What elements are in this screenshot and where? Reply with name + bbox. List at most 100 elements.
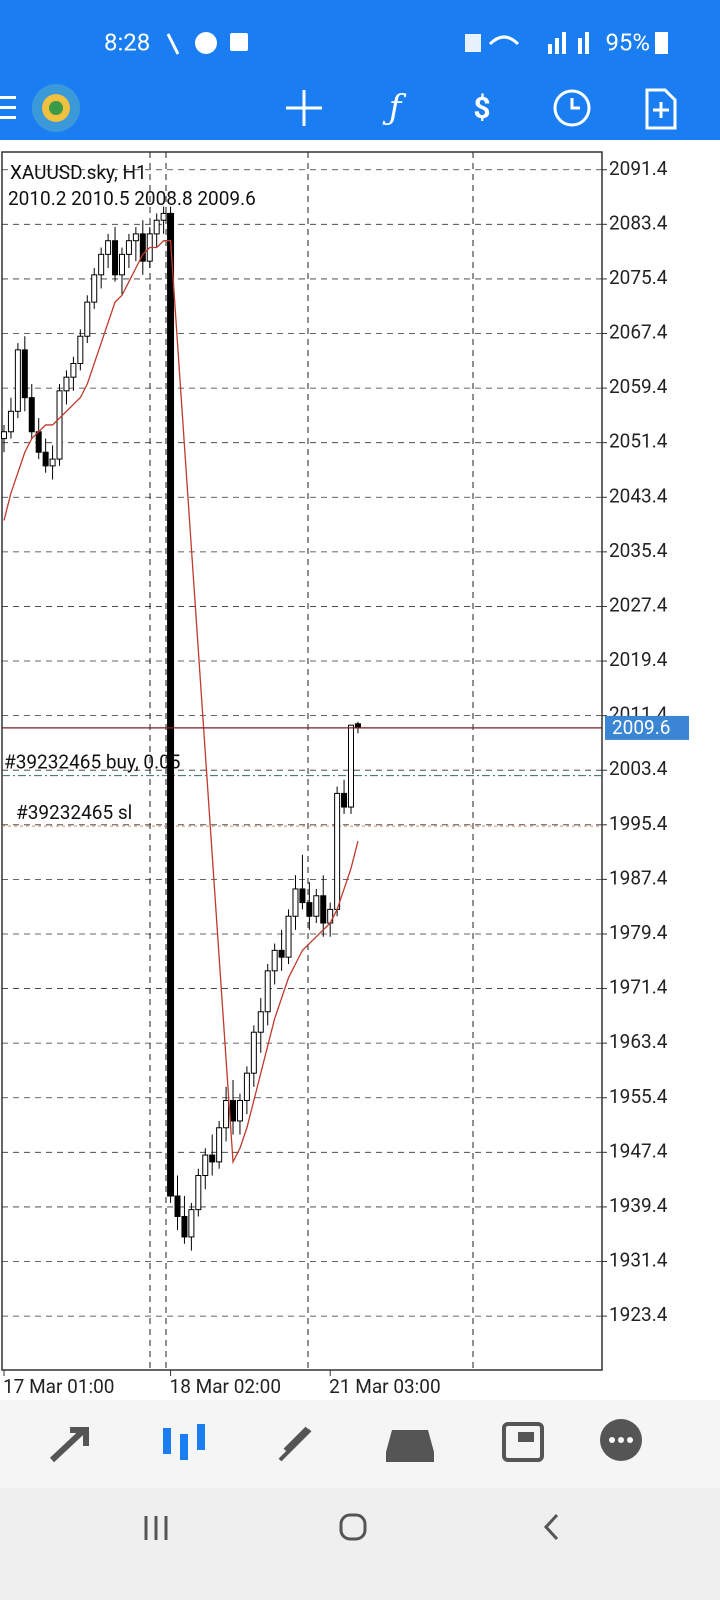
moving-average [3, 240, 359, 1165]
y-tick-label: 2059.4 [609, 375, 668, 398]
candle-body [195, 1175, 202, 1211]
candle-body [354, 723, 361, 729]
candle-body [132, 233, 139, 242]
time-grid [149, 152, 474, 1370]
last-price-tag [605, 715, 689, 740]
candle-body [216, 1127, 223, 1163]
candle-body [271, 949, 278, 972]
y-tick-label: 1923.4 [609, 1303, 668, 1326]
nav-chart[interactable] [163, 1424, 205, 1460]
candle-body [167, 212, 175, 1197]
y-tick-label: 2091.4 [609, 157, 668, 180]
candle-body [341, 792, 348, 808]
chart-title: XAUUSD.sky, H1 [10, 161, 147, 184]
candle-body [292, 888, 299, 917]
candle-body [56, 390, 63, 460]
candle-body [112, 240, 119, 276]
y-tick-label: 1979.4 [609, 921, 668, 944]
candle-body [139, 233, 146, 262]
app-logo[interactable] [32, 84, 80, 132]
candle-body [257, 1011, 264, 1033]
ohlc-high: 2010.5 [71, 187, 129, 210]
nav-history[interactable] [386, 1430, 434, 1462]
status-time: 8:28 [104, 28, 150, 56]
status-battery: 95% [605, 28, 650, 56]
candle-body [160, 212, 167, 221]
candle-body [264, 970, 271, 1013]
order-label: #39232465 buy, 0.05 [4, 751, 180, 774]
candle-body [125, 240, 132, 255]
candle-body [230, 1099, 237, 1122]
candle-body [21, 349, 28, 399]
candle-body [70, 363, 77, 378]
ohlc-close: 2009.6 [197, 187, 255, 210]
back-button[interactable] [543, 1513, 559, 1541]
candle-body [28, 397, 35, 433]
y-tick-label: 1987.4 [609, 866, 668, 889]
new-order-button[interactable] [645, 88, 677, 130]
recents-button[interactable] [144, 1516, 168, 1540]
candle-body [278, 949, 285, 958]
candle-body [236, 1099, 243, 1122]
candle-body [84, 301, 91, 337]
candle-body [223, 1099, 230, 1129]
y-tick-label: 1931.4 [609, 1249, 668, 1272]
candle-body [118, 253, 125, 276]
y-tick-label: 2027.4 [609, 593, 668, 616]
nav-news[interactable] [502, 1422, 544, 1462]
candle-body [299, 888, 306, 904]
y-tick-label: 1995.4 [609, 812, 668, 835]
candle-body [14, 349, 21, 412]
ohlc-open: 2010.2 [8, 187, 66, 210]
menu-button[interactable] [0, 96, 16, 119]
y-tick-label: 1955.4 [609, 1085, 668, 1108]
y-tick-label: 2051.4 [609, 430, 668, 453]
y-tick-label: 1939.4 [609, 1194, 668, 1217]
top-bar [0, 0, 720, 140]
y-tick-label: 2083.4 [609, 211, 668, 234]
battery-icon [655, 32, 668, 54]
y-tick-label: 2019.4 [609, 648, 668, 671]
nav-quotes[interactable] [49, 1427, 89, 1463]
candle-body [202, 1154, 209, 1177]
candle-body [320, 895, 327, 924]
trade-button[interactable]: $ [473, 91, 490, 126]
candle-body [174, 1195, 181, 1217]
candle-body [334, 792, 341, 910]
system-nav [0, 1488, 720, 1600]
home-button[interactable] [339, 1513, 367, 1541]
candle-body [209, 1154, 216, 1163]
candle-body [285, 915, 292, 958]
candle-body [98, 253, 105, 276]
timeframe-button[interactable] [553, 89, 591, 127]
candle-body [306, 902, 313, 917]
candle-body [91, 274, 98, 303]
candle-body [1, 431, 7, 440]
y-tick-label: 2075.4 [609, 266, 668, 289]
y-tick-label: 2003.4 [609, 757, 668, 780]
candle-body [63, 376, 70, 392]
status-icons [166, 32, 589, 55]
ohlc-info: 2010.2 2010.5 2008.8 2009.6 [8, 187, 256, 210]
nav-trade[interactable] [278, 1426, 312, 1462]
last-price-label: 2009.6 [612, 716, 670, 739]
bottom-nav [0, 1400, 720, 1488]
candle-body [77, 335, 84, 365]
candle-body [35, 431, 42, 453]
candle-body [188, 1209, 195, 1238]
order-label: #39232465 sl [16, 801, 132, 824]
candle-body [42, 451, 49, 467]
candle-body [153, 219, 160, 235]
nav-messages[interactable] [600, 1419, 642, 1461]
x-tick-label: 18 Mar 02:00 [170, 1375, 281, 1398]
crosshair-button[interactable] [286, 90, 322, 126]
y-tick-label: 2067.4 [609, 321, 668, 344]
candle-body [181, 1215, 188, 1238]
candle-body [105, 240, 112, 255]
candle-body [348, 724, 354, 808]
x-tick-label: 17 Mar 01:00 [3, 1375, 114, 1398]
candle-body [250, 1031, 257, 1074]
y-tick-label: 1947.4 [609, 1139, 668, 1162]
